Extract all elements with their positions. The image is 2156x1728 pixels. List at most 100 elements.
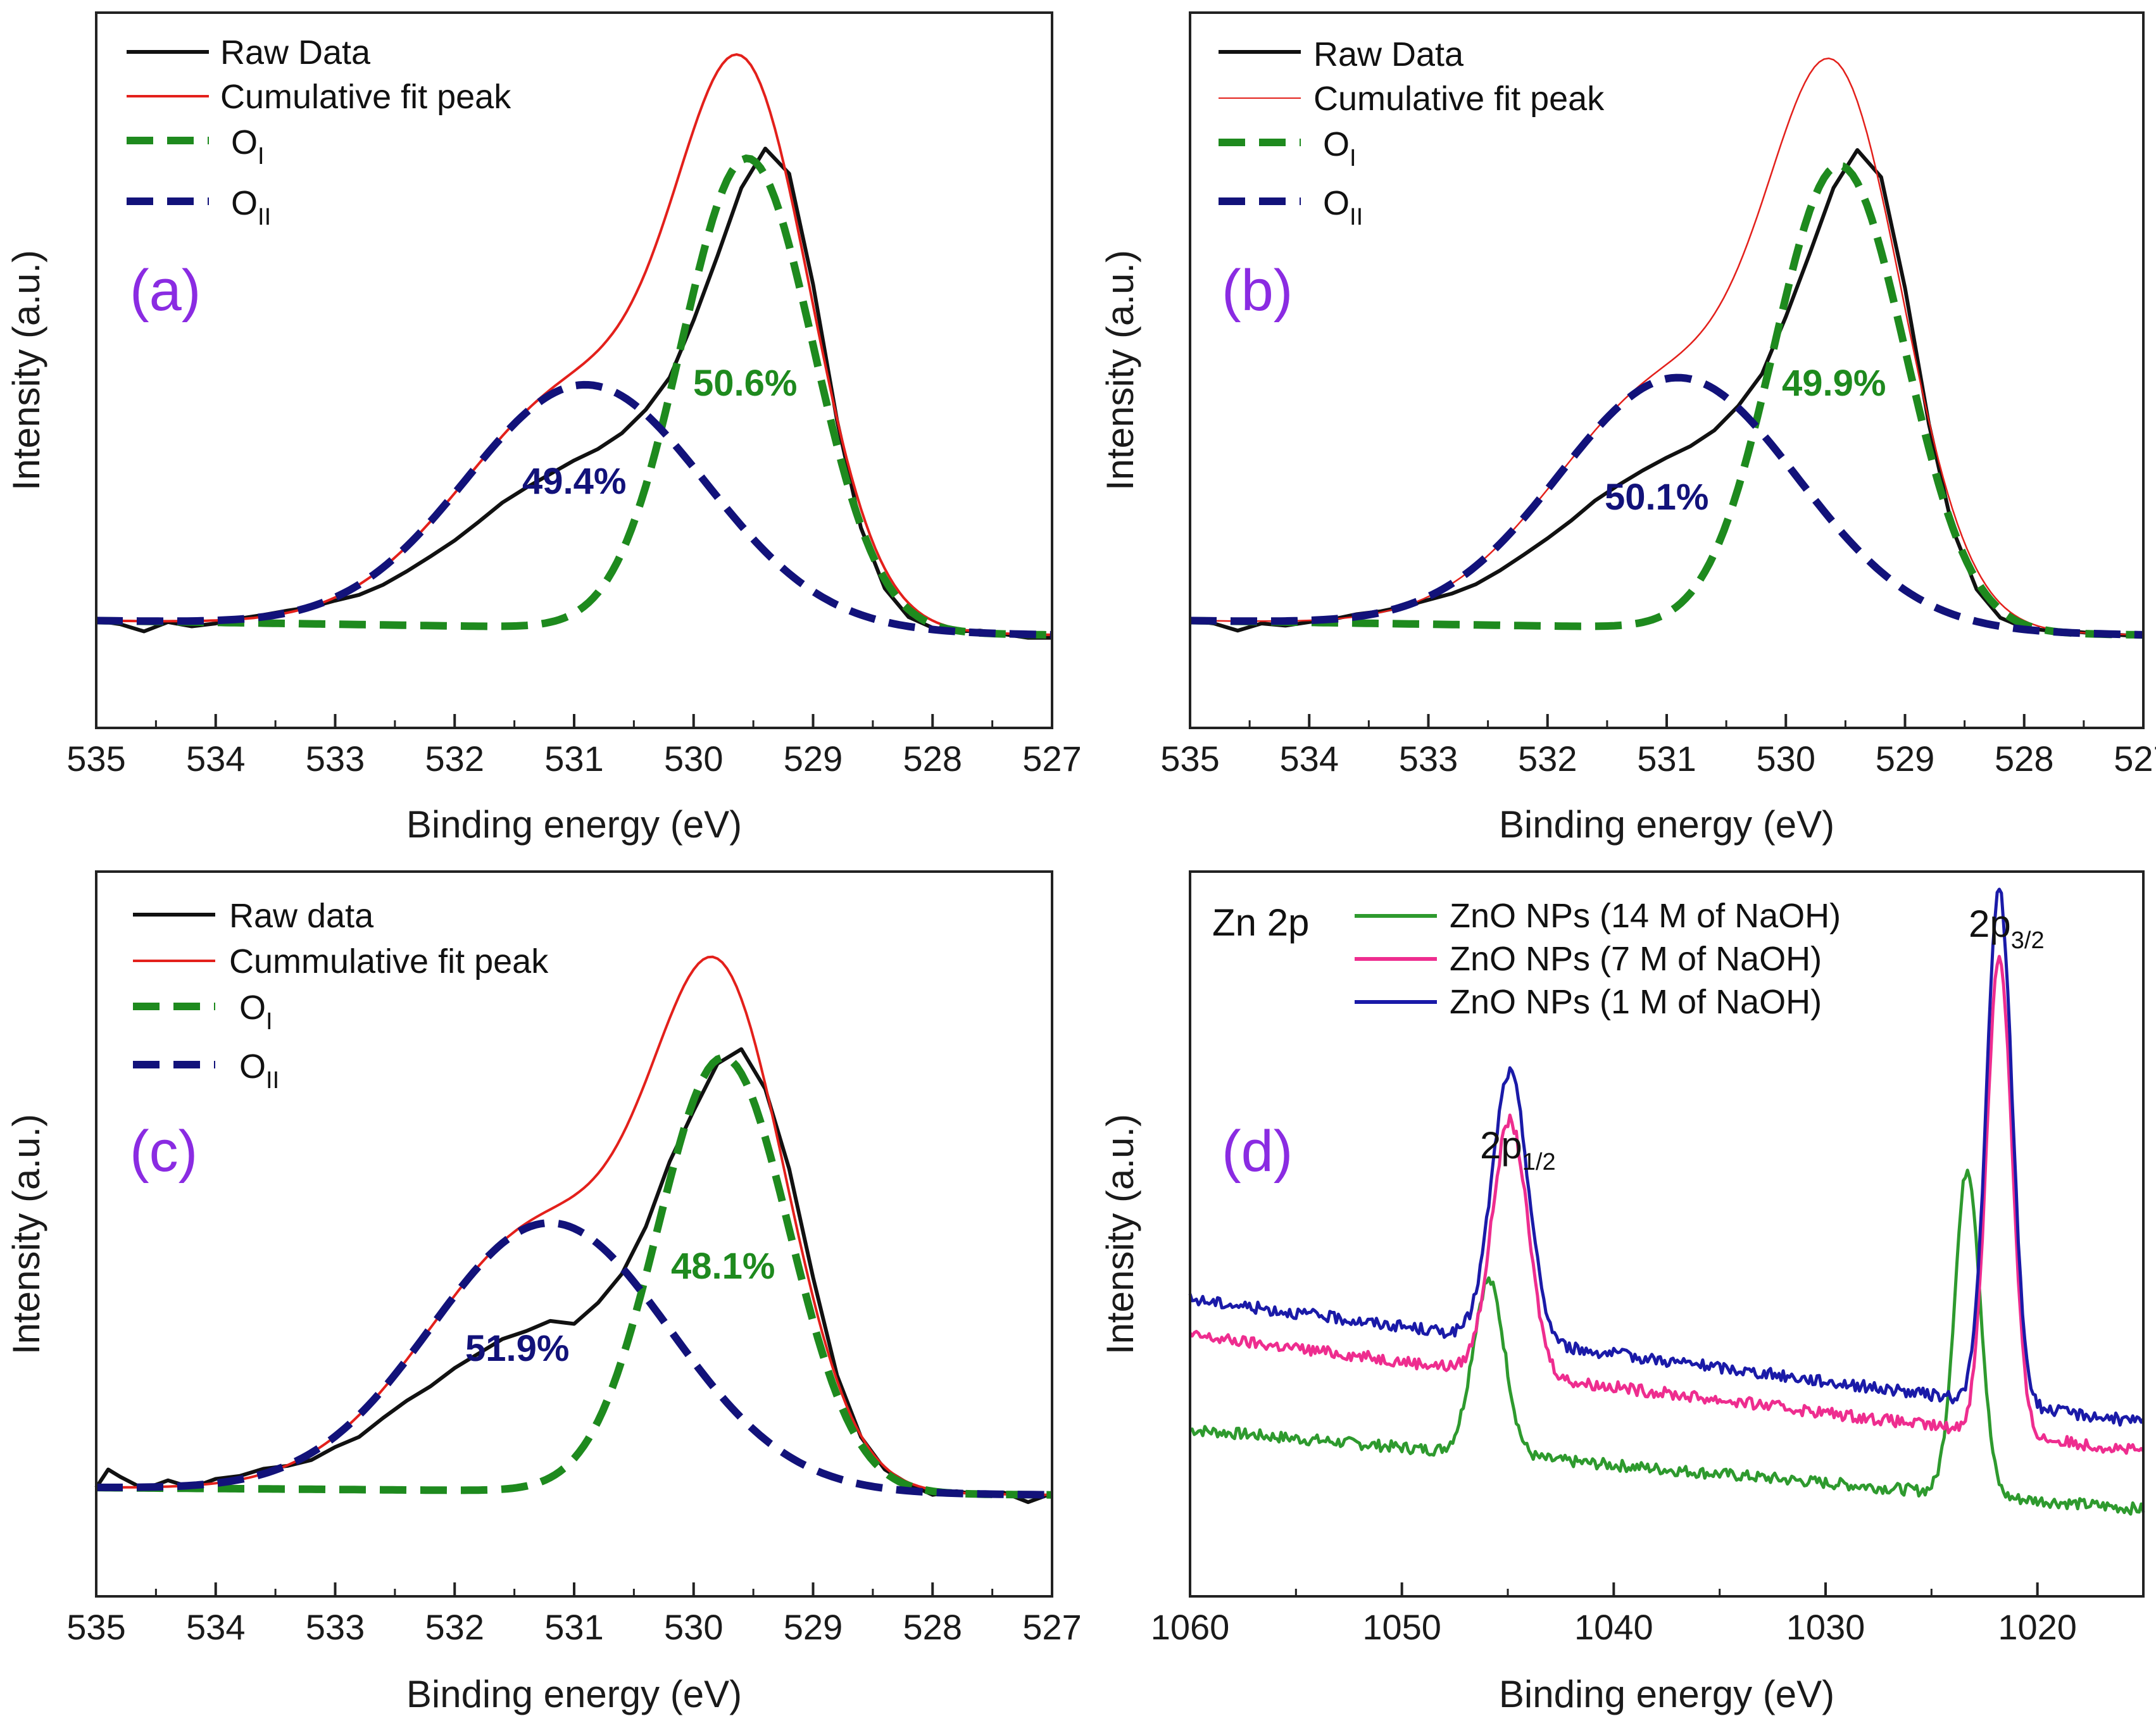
panel-c-o2-line (96, 1218, 1052, 1499)
panel-d-xtick-label: 1050 (1362, 1607, 1441, 1647)
panel-a-o2-percent: 49.4% (522, 461, 626, 502)
panel-c-ticks: 535 534 533 532 531 530 529 528 527 (66, 1582, 1082, 1647)
legend-b-o2-label: OII (1323, 184, 1363, 230)
panel-c-xtick-label: 530 (664, 1607, 723, 1647)
panel-d-xtick-label: 1030 (1786, 1607, 1865, 1647)
panel-a-legend: Raw Data Cumulative fit peak OI OII (127, 34, 511, 230)
panel-d-series-zn1 (1188, 887, 2145, 1427)
legend-a-fit-label: Cumulative fit peak (220, 78, 511, 116)
panel-a: 535 534 533 532 531 530 529 528 527 Binding ener… (5, 11, 1082, 846)
legend-a-raw-label: Raw Data (220, 34, 371, 72)
panel-b-xlabel: Binding energy (eV) (1499, 803, 1834, 846)
panel-b-plot (1189, 57, 2144, 639)
panel-c-raw-line (94, 1047, 1053, 1505)
panel-b-o1-line (1189, 161, 2144, 639)
legend-c-raw-label: Raw data (229, 897, 374, 935)
legend-b-fit-label: Cumulative fit peak (1313, 80, 1605, 118)
panel-d-ticks: 1060 1050 1040 1030 1020 (1151, 1582, 2077, 1647)
panel-a-ticks: 535 534 533 532 531 530 529 528 527 (66, 714, 1082, 779)
panel-a-xtick-label: 529 (784, 739, 843, 779)
panel-c-xtick-label: 527 (1022, 1607, 1081, 1647)
panel-a-xtick-label: 535 (66, 739, 125, 779)
panel-a-xtick-label: 530 (664, 739, 723, 779)
panel-d-label: (d) (1222, 1119, 1293, 1184)
panel-a-xtick-label: 533 (306, 739, 365, 779)
legend-d-zn14-label: ZnO NPs (14 M of NaOH) (1450, 897, 1841, 935)
panel-b-legend: Raw Data Cumulative fit peak OI OII (1219, 35, 1605, 230)
panel-b-raw-line (1189, 148, 2144, 639)
panel-b-xtick-label: 534 (1280, 739, 1339, 779)
panel-c-xtick-label: 533 (306, 1607, 365, 1647)
panel-a-raw-line (96, 146, 1052, 640)
panel-c-xtick-label: 531 (544, 1607, 603, 1647)
legend-b-raw-label: Raw Data (1313, 35, 1464, 73)
panel-a-ylabel: Intensity (a.u.) (5, 250, 47, 491)
legend-d-zn1-label: ZnO NPs (1 M of NaOH) (1450, 983, 1822, 1021)
panel-c-xtick-label: 528 (903, 1607, 962, 1647)
panel-a-xtick-label: 528 (903, 739, 962, 779)
legend-d-zn7-label: ZnO NPs (7 M of NaOH) (1450, 940, 1822, 978)
panel-a-xtick-label: 532 (425, 739, 484, 779)
panel-a-xtick-label: 534 (186, 739, 245, 779)
panel-d-xlabel: Binding energy (eV) (1499, 1673, 1834, 1715)
panel-b-label: (b) (1222, 258, 1293, 323)
panel-b: 535 534 533 532 531 530 529 528 527 Binding ener… (1099, 11, 2156, 846)
panel-c-plot (94, 955, 1053, 1505)
panel-a-fit-line (96, 53, 1053, 636)
panel-a-o1-percent: 50.6% (693, 363, 797, 404)
panel-a-o2-line (96, 380, 1053, 639)
panel-a-o1-line (96, 154, 1053, 639)
panel-d-title: Zn 2p (1212, 901, 1309, 944)
panel-d-plot (1188, 887, 2145, 1516)
panel-c-o1-line (96, 1053, 1053, 1499)
panel-c-legend: Raw data Cummulative fit peak OI OII (133, 897, 549, 1094)
panel-d-xtick-label: 1060 (1151, 1607, 1230, 1647)
panel-b-xtick-label: 530 (1757, 739, 1815, 779)
panel-b-o1-percent: 49.9% (1782, 363, 1886, 404)
panel-d-series-zn14 (1189, 1168, 2145, 1516)
peak-label-2p12: 2p1/2 (1480, 1124, 1556, 1175)
legend-a-o2-label: OII (231, 184, 271, 230)
panel-d-ylabel: Intensity (a.u.) (1099, 1114, 1141, 1355)
panel-d-legend: ZnO NPs (14 M of NaOH) ZnO NPs (7 M of N… (1355, 897, 1841, 1021)
panel-b-fit-line (1189, 57, 2144, 636)
panel-c-label: (c) (130, 1119, 197, 1184)
panel-d: 1060 1050 1040 1030 1020 Binding energy (eV)… (1099, 870, 2145, 1715)
peak-label-2p32: 2p3/2 (1969, 903, 2045, 954)
legend-a-o1-label: OI (231, 123, 265, 170)
panel-b-xtick-label: 531 (1637, 739, 1696, 779)
panel-c-xtick-label: 529 (784, 1607, 843, 1647)
panel-b-ticks: 535 534 533 532 531 530 529 528 527 (1160, 714, 2156, 779)
panel-b-xtick-label: 535 (1160, 739, 1219, 779)
legend-c-o1-label: OI (239, 989, 273, 1035)
panel-d-xtick-label: 1040 (1574, 1607, 1653, 1647)
panel-b-xtick-label: 533 (1399, 739, 1458, 779)
panel-d-xtick-label: 1020 (1998, 1607, 2077, 1647)
panel-a-plot (96, 53, 1053, 640)
panel-b-xtick-label: 528 (1995, 739, 2053, 779)
panel-b-xtick-label: 527 (2114, 739, 2156, 779)
panel-b-ylabel: Intensity (a.u.) (1099, 250, 1141, 491)
panel-c-xlabel: Binding energy (eV) (406, 1673, 742, 1715)
panel-c-xtick-label: 532 (425, 1607, 484, 1647)
panel-b-o2-line (1189, 373, 2144, 639)
panel-c-o1-percent: 48.1% (671, 1246, 775, 1287)
panel-b-xtick-label: 532 (1518, 739, 1577, 779)
panel-c-xtick-label: 534 (186, 1607, 245, 1647)
panel-c-xtick-label: 535 (66, 1607, 125, 1647)
legend-b-o1-label: OI (1323, 125, 1357, 172)
panel-c: 535 534 533 532 531 530 529 528 527 Binding ener… (5, 870, 1082, 1715)
panel-d-frame (1189, 870, 2145, 1598)
panel-c-o2-percent: 51.9% (465, 1328, 569, 1369)
panel-b-o2-percent: 50.1% (1605, 477, 1708, 518)
panel-b-xtick-label: 529 (1876, 739, 1934, 779)
panel-d-series-zn7 (1188, 955, 2145, 1455)
panel-a-xtick-label: 527 (1022, 739, 1081, 779)
panel-a-xtick-label: 531 (544, 739, 603, 779)
legend-c-fit-label: Cummulative fit peak (229, 942, 549, 980)
panel-c-ylabel: Intensity (a.u.) (5, 1114, 47, 1355)
panel-a-xlabel: Binding energy (eV) (406, 803, 742, 846)
panel-a-label: (a) (130, 258, 201, 323)
legend-c-o2-label: OII (239, 1048, 279, 1094)
